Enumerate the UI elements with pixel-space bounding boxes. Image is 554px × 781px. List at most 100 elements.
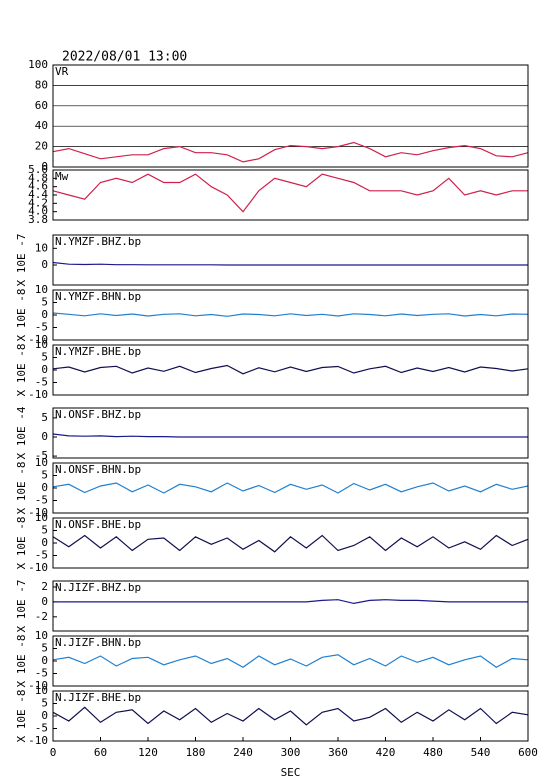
data-line xyxy=(52,364,529,375)
data-line xyxy=(52,433,528,438)
plot-frame xyxy=(52,635,529,687)
y-tick-label: -5 xyxy=(35,449,48,462)
y-tick-label: 10 xyxy=(35,629,48,642)
y-tick-label: 80 xyxy=(35,78,48,91)
series-label: N.YMZF.BHE.bp xyxy=(55,345,141,358)
y-tick-label: 0 xyxy=(41,258,48,271)
data-line xyxy=(52,534,529,553)
plot-frame xyxy=(52,580,529,632)
y-tick-label: 5.0 xyxy=(28,163,48,176)
series-label: Mw xyxy=(55,170,69,183)
y-tick-label: 4.8 xyxy=(28,171,48,184)
data-line xyxy=(52,261,528,266)
data-line xyxy=(52,654,529,669)
plot-frame xyxy=(52,289,529,341)
y-axis-label: X 10E -7 xyxy=(15,580,28,633)
y-tick-label: -5 xyxy=(35,667,48,680)
series-label: N.YMZF.BHN.bp xyxy=(55,290,141,303)
x-tick-label: 600 xyxy=(518,746,538,759)
y-tick-label: 4.4 xyxy=(28,188,48,201)
chart-title: 2022/08/01 13:00 xyxy=(62,50,187,65)
y-tick-label: -10 xyxy=(28,561,48,574)
y-tick-label: 10 xyxy=(35,684,48,697)
y-tick-label: 4.6 xyxy=(28,180,48,193)
data-line xyxy=(52,706,529,726)
y-tick-label: 0 xyxy=(41,595,48,608)
y-tick-label: 10 xyxy=(35,283,48,296)
x-tick-label: 300 xyxy=(281,746,301,759)
y-axis-label: X 10E -8 xyxy=(15,344,28,397)
x-tick-label: 180 xyxy=(186,746,206,759)
y-tick-label: 2 xyxy=(41,580,48,593)
x-tick-label: 360 xyxy=(328,746,348,759)
x-tick-label: 0 xyxy=(50,746,57,759)
y-axis-label: X 10E -4 xyxy=(15,406,28,459)
y-tick-label: 5 xyxy=(41,296,48,309)
y-axis-label: X 10E -8 xyxy=(15,690,28,743)
y-tick-label: 10 xyxy=(35,338,48,351)
y-tick-label: 5 xyxy=(41,469,48,482)
data-line xyxy=(52,173,528,213)
data-line xyxy=(52,312,529,317)
y-tick-label: -2 xyxy=(35,610,48,623)
series-label: N.JIZF.BHN.bp xyxy=(55,636,141,649)
y-tick-label: 0 xyxy=(41,709,48,722)
y-tick-label: 10 xyxy=(35,241,48,254)
y-tick-label: 5 xyxy=(41,411,48,424)
plot-frame xyxy=(52,344,529,396)
y-tick-label: 0 xyxy=(41,308,48,321)
y-tick-label: 0 xyxy=(41,481,48,494)
series-label: N.ONSF.BHN.bp xyxy=(55,463,141,476)
y-tick-label: 4.2 xyxy=(28,196,48,209)
data-line xyxy=(52,141,529,163)
y-tick-label: -5 xyxy=(35,722,48,735)
y-tick-label: 0 xyxy=(41,536,48,549)
y-axis-label: X 10E -8 xyxy=(15,517,28,570)
y-axis-label: X 10E -8 xyxy=(15,289,28,342)
y-tick-label: -10 xyxy=(28,734,48,747)
x-axis-label: SEC xyxy=(281,766,301,779)
y-tick-label: -10 xyxy=(28,333,48,346)
y-tick-label: 5 xyxy=(41,642,48,655)
x-tick-label: 480 xyxy=(423,746,443,759)
y-axis-label: X 10E -7 xyxy=(15,234,28,287)
x-tick-label: 240 xyxy=(233,746,253,759)
plot-frame xyxy=(52,407,529,459)
y-tick-label: 3.8 xyxy=(28,213,48,226)
y-axis-label: X 10E -8 xyxy=(15,462,28,515)
x-tick-label: 420 xyxy=(376,746,396,759)
data-line xyxy=(52,482,529,494)
series-label: N.ONSF.BHE.bp xyxy=(55,518,141,531)
y-tick-label: -5 xyxy=(35,549,48,562)
plot-frame xyxy=(52,64,529,168)
y-tick-label: 5 xyxy=(41,524,48,537)
y-tick-label: 0 xyxy=(41,160,48,173)
y-tick-label: 5 xyxy=(41,351,48,364)
y-tick-label: -10 xyxy=(28,388,48,401)
y-tick-label: 60 xyxy=(35,99,48,112)
y-tick-label: 40 xyxy=(35,119,48,132)
plot-frame xyxy=(52,234,529,286)
plot-frame xyxy=(52,517,529,569)
y-tick-label: -5 xyxy=(35,494,48,507)
plot-frame xyxy=(52,169,529,221)
y-tick-label: 10 xyxy=(35,511,48,524)
y-tick-label: 4.0 xyxy=(28,205,48,218)
y-tick-label: 0 xyxy=(41,363,48,376)
y-tick-label: 100 xyxy=(28,58,48,71)
series-label: N.JIZF.BHZ.bp xyxy=(55,581,141,594)
series-label: N.JIZF.BHE.bp xyxy=(55,691,141,704)
data-line xyxy=(53,599,528,605)
y-axis-label: X 10E -8 xyxy=(15,635,28,688)
y-tick-label: -10 xyxy=(28,506,48,519)
series-label: VR xyxy=(55,65,69,78)
series-label: N.ONSF.BHZ.bp xyxy=(55,408,141,421)
y-tick-label: 20 xyxy=(35,140,48,153)
x-tick-label: 60 xyxy=(94,746,107,759)
y-tick-label: -5 xyxy=(35,321,48,334)
y-tick-label: 0 xyxy=(41,654,48,667)
y-tick-label: 5 xyxy=(41,697,48,710)
y-tick-label: -10 xyxy=(28,679,48,692)
